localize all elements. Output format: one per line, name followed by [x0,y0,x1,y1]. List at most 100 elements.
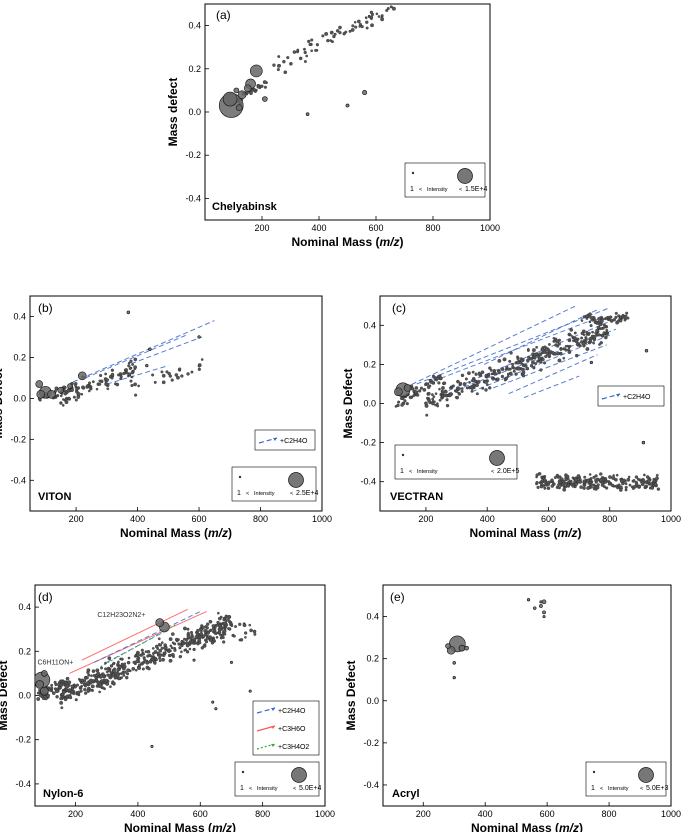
data-point [305,54,309,58]
data-point [480,370,485,375]
data-point [51,691,56,695]
data-point [547,353,551,357]
data-point [289,62,293,66]
data-point [602,331,606,335]
series-legend-box [254,429,316,451]
data-point [488,366,492,370]
data-point [171,641,175,645]
data-point [81,385,85,390]
data-point [185,650,190,654]
x-axis-label: Nominal Mass (m/z) [471,821,583,832]
data-point [391,4,394,5]
data-point [70,690,74,694]
data-point [128,367,132,371]
data-point [527,355,531,359]
series-line [106,628,170,663]
chart-panel: 200 400 600 800 1000 0.4 0.2 0.0 -0.2 -0.4 Nominal… [341,295,681,540]
data-point [394,405,398,408]
data-point [429,380,433,384]
y-tick-label: -0.2 [363,738,379,748]
data-point [133,382,137,387]
data-point [538,481,541,484]
data-point [637,484,642,489]
data-point [158,656,162,660]
data-point [157,637,161,641]
x-tick-label: 1000 [312,514,332,524]
data-point [643,473,646,477]
x-tick-label: 400 [130,514,145,524]
data-point [99,379,104,384]
data-point [224,619,228,623]
data-point [207,635,211,639]
data-point [443,389,448,394]
data-point [98,690,101,694]
data-point [582,486,586,490]
data-point [206,631,210,635]
data-point [351,24,355,28]
data-point [158,648,163,653]
data-point [36,697,41,701]
data-point [192,658,196,662]
data-point [455,389,459,393]
data-point [249,91,253,96]
y-tick-label: 0.2 [363,359,376,369]
data-point [98,383,102,386]
data-point [184,648,188,652]
data-point [512,369,516,373]
data-point [139,653,143,657]
data-point [296,48,300,52]
data-point [85,676,89,680]
data-point [497,358,502,363]
data-point [100,666,103,670]
data-point [559,347,563,351]
data-point [543,486,547,490]
data-point [553,476,557,479]
data-point [203,643,207,646]
data-point [481,386,485,390]
data-point [180,650,183,654]
data-point [580,336,584,340]
data-point [516,360,520,365]
data-point [335,29,340,33]
data-point [160,646,164,650]
data-point [464,377,468,381]
data-point [641,440,646,445]
data-point [329,39,333,42]
data-point [104,380,108,384]
data-point [462,382,467,387]
series-line [69,611,207,674]
data-point [230,624,234,628]
data-point [496,377,500,382]
data-point [585,330,589,334]
data-point [56,394,60,398]
data-point [457,387,461,391]
y-tick-label: -0.2 [15,735,31,745]
data-point [592,475,596,479]
data-point [424,403,429,408]
data-point [484,380,488,384]
intensity-label: Intensity [608,786,629,792]
data-point [310,38,314,42]
series-line [106,365,169,385]
data-point [624,488,628,492]
data-point [54,683,58,687]
data-point [599,319,604,324]
intensity-label: Intensity [427,187,448,193]
data-point [578,480,583,484]
x-tick-label: 400 [311,223,326,233]
intensity-max: 1.5E+4 [465,186,487,193]
data-point [190,370,194,374]
data-point [607,482,611,486]
data-point [543,345,547,349]
data-point [597,333,601,337]
scatter-layer [394,305,661,492]
series-legend-label: +C2H4O [278,708,306,715]
data-point [624,314,628,318]
x-tick-label: 200 [254,223,269,233]
data-point [116,662,120,666]
data-point [134,668,138,672]
data-point [204,639,209,644]
data-point [573,478,578,482]
data-point [55,695,59,699]
data-point [127,656,131,660]
